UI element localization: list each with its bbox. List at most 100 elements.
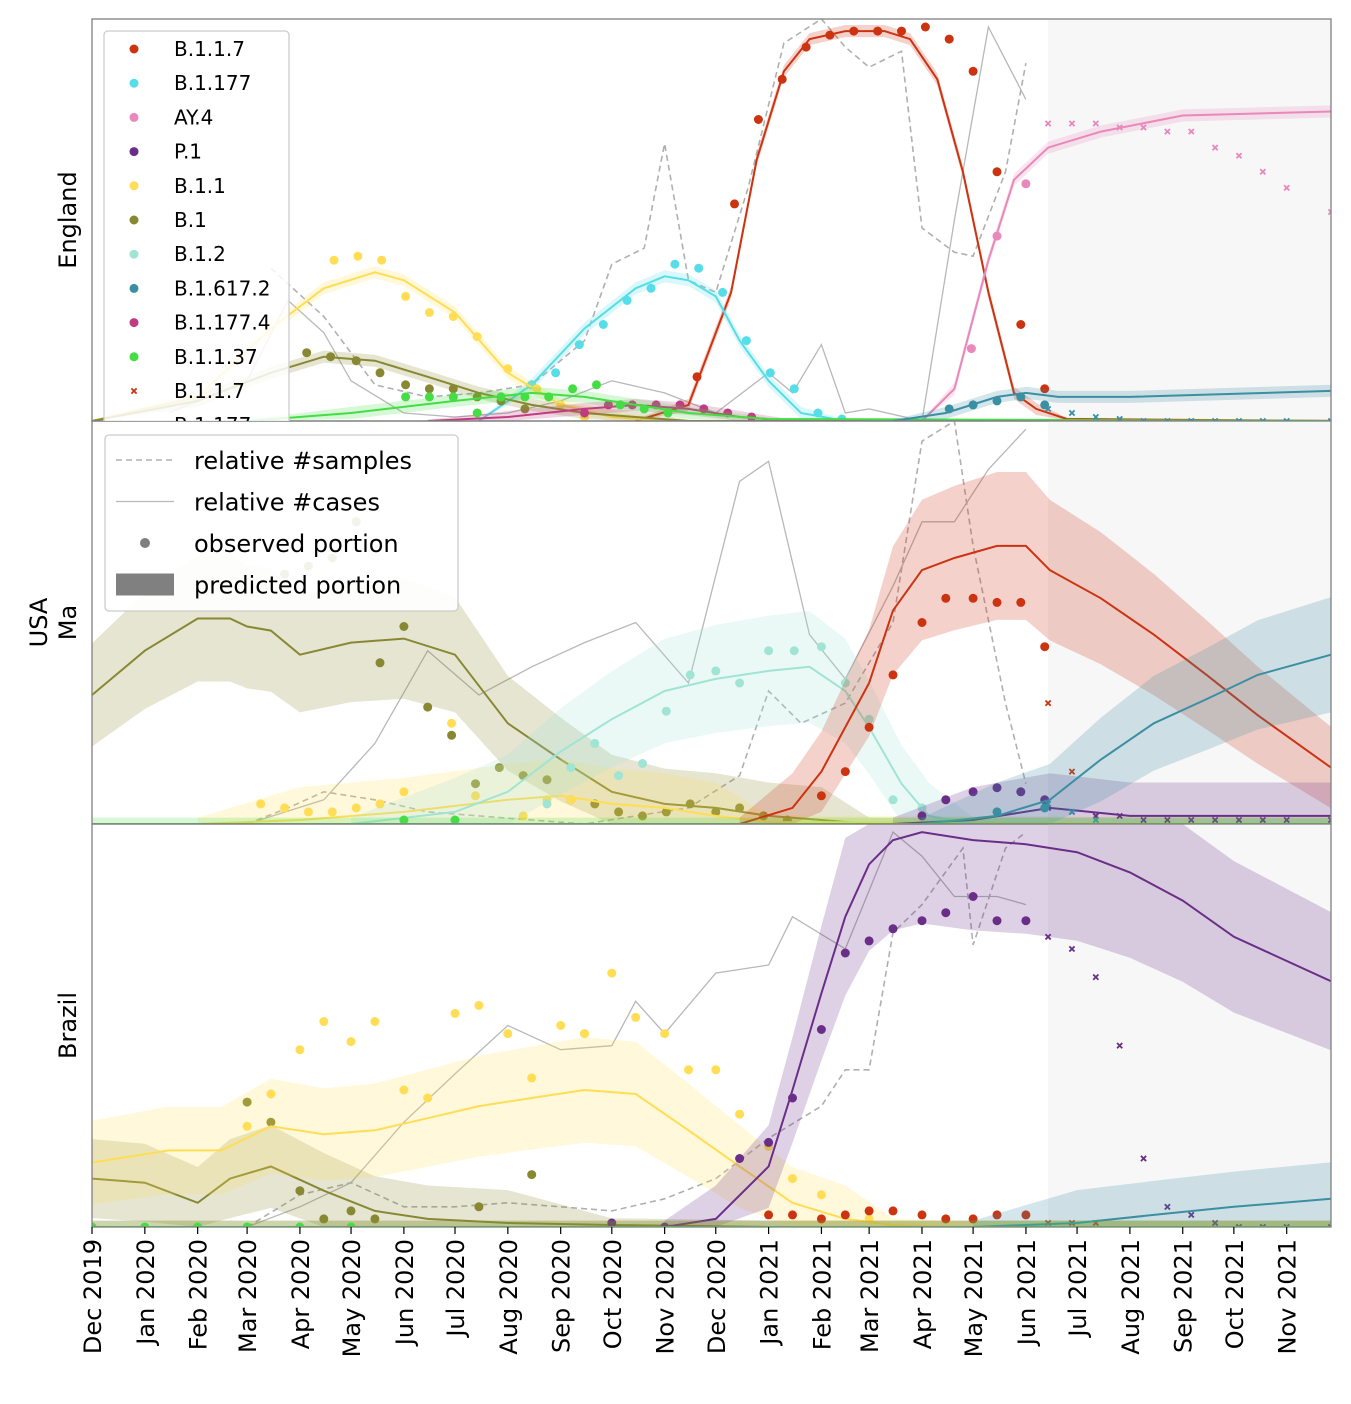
legend-marker-ay-4	[129, 112, 139, 122]
x-tick-label: Sep 2020	[548, 1239, 576, 1353]
observed-point-b-1-2	[789, 646, 799, 656]
observed-point-b-1-1	[580, 1029, 589, 1039]
predicted-line-b-1-617-2	[973, 1197, 1331, 1227]
forecast-mark-ay-4	[1259, 168, 1267, 175]
forecast-mark-p-1	[1235, 816, 1243, 824]
legend-label-b-1-617-2: B.1.617.2	[174, 276, 270, 300]
predicted-band-b-1-1-37	[247, 386, 1331, 421]
observed-point-b-1-1-37	[242, 1222, 252, 1227]
observed-point-b-1-1	[556, 1021, 566, 1030]
observed-point-b-1-2	[614, 771, 624, 781]
observed-point-b-1-1	[399, 787, 409, 797]
observed-point-b-1-1	[346, 1037, 356, 1047]
observed-point-b-1-1	[711, 1065, 721, 1075]
observed-point-b-1-1	[353, 251, 363, 261]
forecast-mark-p-1	[1044, 933, 1052, 941]
relative-samples-line	[270, 19, 1027, 398]
predicted-band-b-1-2	[351, 611, 1331, 824]
predicted-line-p-1	[664, 831, 1331, 1227]
observed-point-b-1-2	[590, 738, 600, 748]
observed-point-b-1-2	[638, 759, 647, 768]
predicted-band-p-1	[893, 773, 1331, 824]
observed-point-b-1	[614, 807, 624, 817]
observed-point-b-1-1-7	[917, 1210, 927, 1220]
observed-point-b-1-1-37	[140, 1222, 150, 1227]
observed-point-b-1	[638, 811, 647, 821]
legend-marker-b-1-1-7	[130, 387, 138, 395]
observed-point-b-1-1-7	[1021, 1210, 1031, 1220]
y-axis-label-usa-ma: USAMa	[25, 597, 82, 647]
observed-point-b-1-1	[377, 255, 387, 265]
forecast-mark-ay-4	[1283, 184, 1290, 192]
legend-style-label-relative-cases: relative #cases	[194, 489, 380, 517]
predicted-line-b-1-1	[197, 794, 1331, 824]
observed-point-b-1	[375, 658, 385, 668]
observed-point-b-1-1-7	[968, 1214, 978, 1224]
panel-plot-area	[92, 421, 1331, 824]
observed-point-b-1-1	[816, 1190, 826, 1200]
y-axis-label-line: Brazil	[54, 992, 82, 1059]
observed-point-b-1-1	[327, 807, 337, 817]
forecast-mark-p-1	[1140, 1155, 1147, 1162]
observed-point-b-1-1-37	[544, 392, 554, 402]
observed-point-b-1-1	[518, 811, 528, 821]
legend-marker-b-1-177	[131, 423, 136, 428]
forecast-mark-p-1	[1211, 1219, 1219, 1227]
observed-point-b-1-1-37	[295, 1222, 305, 1227]
observed-point-b-1-2	[917, 803, 927, 813]
observed-point-b-1-1	[447, 718, 457, 728]
observed-point-p-1	[917, 811, 927, 821]
observed-point-b-1-1-7	[1040, 384, 1050, 394]
forecast-mark-b-1-617-2	[1092, 816, 1100, 824]
observed-point-b-1	[326, 352, 336, 362]
relative-cases-line	[168, 24, 1027, 421]
panel-england: England	[54, 18, 1332, 422]
observed-point-b-1-1	[303, 807, 313, 817]
forecast-mark-b-1-617-2	[1164, 417, 1171, 421]
observed-point-b-1	[474, 1202, 484, 1212]
forecast-mark-p-1	[1327, 816, 1331, 824]
legend-marker-b-1-1-7	[129, 44, 139, 54]
observed-point-ay-4	[966, 344, 976, 354]
forecast-mark-ay-4	[1327, 208, 1331, 216]
series-b-1-1-37	[247, 380, 1331, 421]
x-axis: Dec 2019 Jan 2020 Feb 2020 Mar 2020 Apr 2020…	[79, 1227, 1302, 1357]
observed-point-b-1-1-7	[816, 1214, 826, 1224]
observed-point-b-1-1-7	[692, 372, 702, 382]
series-b-1-1-37	[92, 1220, 1331, 1227]
observed-point-b-1-1-7	[992, 597, 1002, 607]
forecast-mark-p-1	[1235, 1223, 1243, 1227]
observed-point-b-1-1	[660, 1029, 670, 1039]
relative-cases-line	[246, 428, 1027, 824]
predicted-band-b-1-1-7	[739, 472, 1331, 824]
legend-label-b-1-1-7: B.1.1.7	[174, 37, 245, 61]
observed-point-b-1-1	[631, 1012, 641, 1022]
observed-point-b-1-1	[788, 1174, 797, 1184]
x-tick-label: Mar 2021	[856, 1239, 884, 1353]
style-legend-box	[104, 434, 459, 612]
observed-point-b-1-1	[399, 1085, 409, 1095]
observed-point-b-1-1-7	[840, 767, 850, 777]
observed-point-b-1-1-7	[840, 1210, 850, 1220]
observed-point-b-1-1-7	[888, 670, 898, 680]
observed-point-b-1-1	[375, 799, 385, 809]
x-tick-label: Jul 2020	[442, 1239, 470, 1339]
series-b-1-617-2	[892, 384, 1331, 421]
panel-plot-area	[92, 824, 1331, 1227]
observed-point-b-1-617-2	[992, 807, 1002, 817]
legend-label-b-1-177-4: B.1.177.4	[174, 311, 270, 335]
observed-point-b-1-177	[741, 336, 751, 346]
observed-point-b-1-2	[840, 678, 850, 688]
legend-marker-b-1-617-2	[129, 283, 139, 293]
observed-point-b-1	[685, 799, 695, 809]
observed-point-b-1-2	[735, 678, 745, 688]
observed-point-b-1-1-37	[346, 1222, 356, 1227]
y-axis-label-line: USA	[25, 597, 53, 647]
x-tick-label: Dec 2019	[79, 1239, 107, 1354]
legend-label-b-1-1-7: B.1.1.7	[174, 379, 245, 403]
observed-point-b-1-1-7	[941, 1214, 951, 1224]
predicted-band-b-1-1	[92, 1037, 1331, 1227]
legend-label-b-1: B.1	[174, 208, 207, 232]
predicted-line-b-1-1-37	[247, 391, 1331, 421]
